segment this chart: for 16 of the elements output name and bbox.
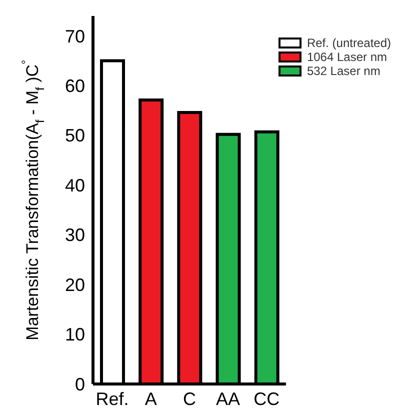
x-tick-label: Ref. <box>96 388 129 409</box>
y-tick-label: 70 <box>64 26 85 46</box>
legend-label: 1064 Laser nm <box>306 50 388 64</box>
y-tick-label: 0 <box>74 374 85 394</box>
x-tick-label: C <box>182 388 196 409</box>
legend-label: Ref. (untreated) <box>306 36 391 50</box>
x-tick-label: AA <box>216 388 240 409</box>
y-tick-label: 10 <box>64 324 85 345</box>
y-tick-label: 40 <box>64 175 85 196</box>
legend-label: 532 Laser nm <box>306 64 380 78</box>
y-tick-label: 30 <box>64 225 85 246</box>
x-tick-label: A <box>144 388 157 409</box>
y-tick-label: 50 <box>64 126 85 146</box>
y-tick-label: 60 <box>64 76 85 96</box>
x-tick-label: CC <box>254 388 280 409</box>
y-tick-label: 20 <box>64 274 85 295</box>
